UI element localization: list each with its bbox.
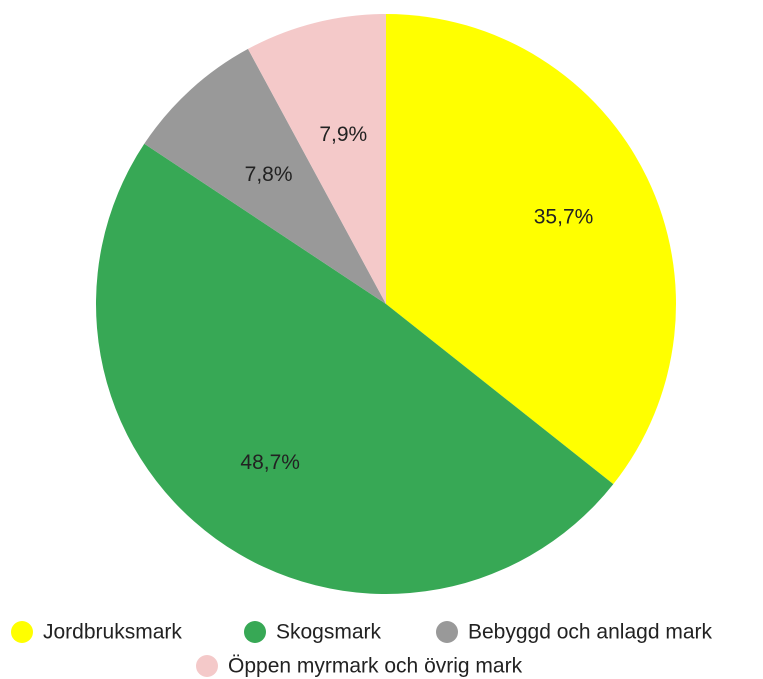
legend-label: Jordbruksmark: [43, 621, 182, 644]
legend-label: Bebyggd och anlagd mark: [468, 621, 712, 644]
legend-swatch: [11, 621, 33, 643]
legend-label: Skogsmark: [276, 621, 382, 644]
data-label: 7,8%: [245, 163, 293, 186]
legend-swatch: [244, 621, 266, 643]
data-label: 7,9%: [319, 123, 367, 146]
legend-label: Öppen myrmark och övrig mark: [228, 655, 523, 678]
legend-swatch: [196, 655, 218, 677]
data-label: 35,7%: [534, 206, 594, 229]
pie-slice: [248, 13, 386, 304]
pie-slice: [96, 143, 614, 594]
pie-slice: [386, 14, 676, 485]
legend-swatch: [436, 621, 458, 643]
data-label: 48,7%: [240, 451, 300, 474]
pie-slice: [144, 48, 386, 305]
